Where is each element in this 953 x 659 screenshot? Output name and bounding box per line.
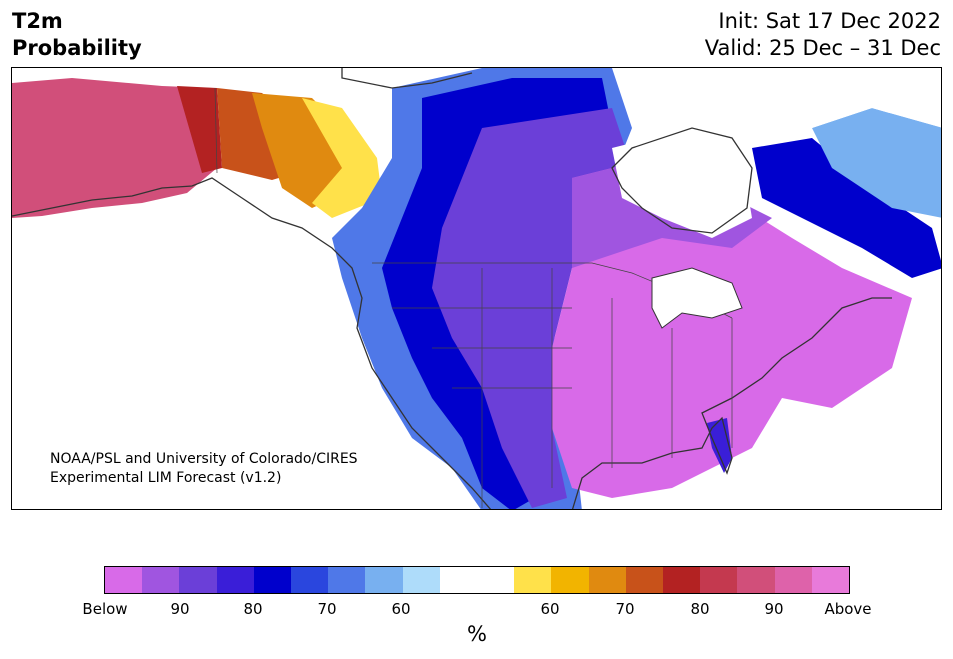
arctic-white xyxy=(712,68,941,128)
great-lakes xyxy=(651,267,743,329)
colorbar-tick-label: 80 xyxy=(690,600,710,618)
colorbar-tick-label: 70 xyxy=(615,600,635,618)
coastlines xyxy=(12,68,892,509)
colorbar-tick-label: 70 xyxy=(317,600,337,618)
colorbar-swatch xyxy=(105,567,143,593)
colorbar-swatch xyxy=(774,567,812,593)
colorbar-swatch xyxy=(253,567,292,593)
colorbar-swatch xyxy=(142,567,180,593)
map-title: T2m Probability xyxy=(12,8,142,62)
colorbar-swatch xyxy=(402,567,440,593)
colorbar-swatch xyxy=(551,567,589,593)
colorbar-swatch xyxy=(328,567,366,593)
map-svg xyxy=(12,68,941,509)
colorbar-swatch xyxy=(700,567,738,593)
forecast-dates: Init: Sat 17 Dec 2022 Valid: 25 Dec – 31… xyxy=(705,8,941,62)
title-line-1: T2m xyxy=(12,9,63,33)
colorbar-tick-label: 80 xyxy=(243,600,263,618)
bc-yellow xyxy=(302,98,382,218)
colorbar-unit: % xyxy=(467,622,487,646)
alaska-warm-region xyxy=(12,78,217,218)
colorbar-tick-label: 90 xyxy=(170,600,190,618)
credit-line-1: NOAA/PSL and University of Colorado/CIRE… xyxy=(50,451,358,467)
borders xyxy=(214,87,733,508)
colorbar-swatch xyxy=(663,567,701,593)
colorbar-swatch xyxy=(179,567,217,593)
probability-colorbar xyxy=(104,566,850,594)
title-line-2: Probability xyxy=(12,36,142,60)
colorbar-swatch xyxy=(216,567,254,593)
map-credit: NOAA/PSL and University of Colorado/CIRE… xyxy=(50,450,358,488)
alaska-deep-red xyxy=(177,86,222,173)
colorbar-swatch xyxy=(811,567,850,593)
colorbar-swatch xyxy=(588,567,626,593)
colorbar-swatch xyxy=(365,567,403,593)
colorbar-swatch xyxy=(439,567,478,593)
probability-map: NOAA/PSL and University of Colorado/CIRE… xyxy=(11,67,942,510)
valid-date: Valid: 25 Dec – 31 Dec xyxy=(704,36,941,60)
colorbar-tick-label: 90 xyxy=(764,600,784,618)
colorbar-swatch xyxy=(625,567,664,593)
hudson-bay xyxy=(612,128,752,238)
init-date: Init: Sat 17 Dec 2022 xyxy=(718,9,941,33)
quebec-cold-edge xyxy=(812,108,941,218)
colorbar-tick-label: 60 xyxy=(540,600,560,618)
credit-line-2: Experimental LIM Forecast (v1.2) xyxy=(50,470,282,486)
colorbar-tick-label: Above xyxy=(824,600,872,618)
colorbar-swatch xyxy=(477,567,515,593)
quebec-cold xyxy=(752,138,941,278)
colorbar-swatch xyxy=(737,567,775,593)
colorbar-tick-label: 60 xyxy=(391,600,411,618)
colorbar-swatch xyxy=(514,567,552,593)
colorbar-tick-label: Below xyxy=(82,600,128,618)
colorbar-swatch xyxy=(291,567,329,593)
